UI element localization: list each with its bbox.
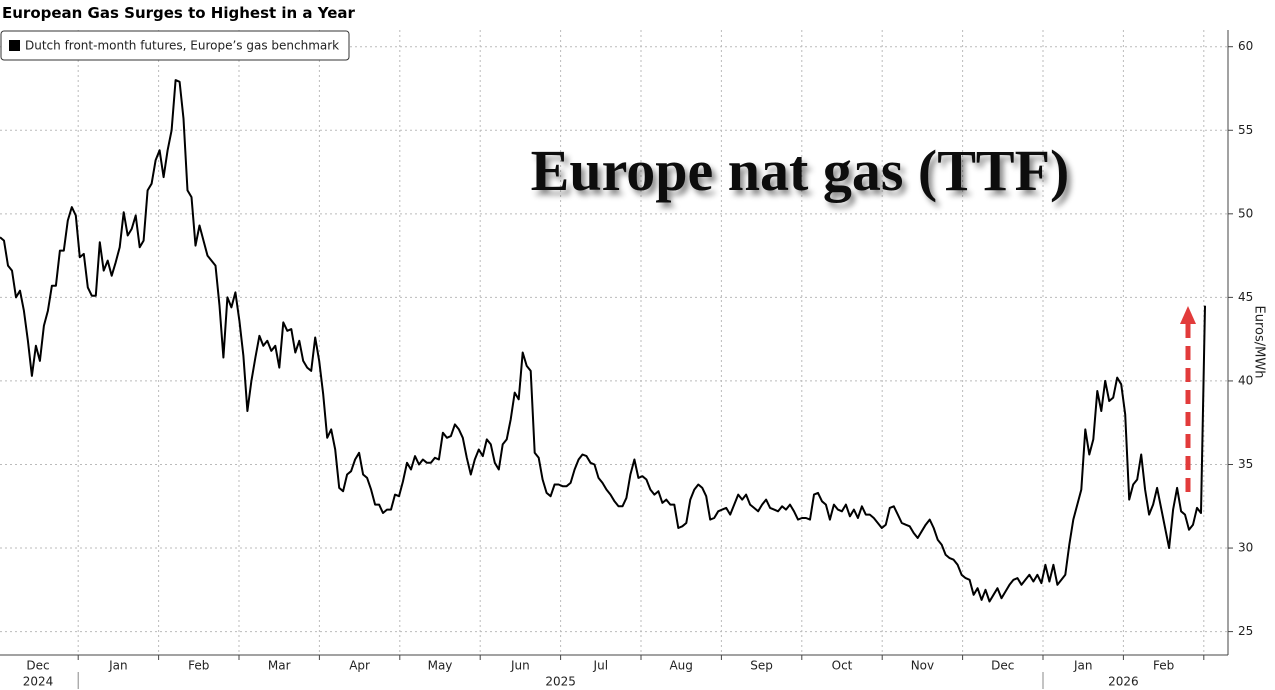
legend: Dutch front-month futures, Europe’s gas … (0, 30, 350, 61)
x-tick-label: Dec (26, 659, 49, 673)
y-tick-label: 25 (1238, 624, 1253, 638)
y-tick-label: 55 (1238, 123, 1253, 137)
legend-box (0, 30, 350, 61)
arrow (1180, 306, 1196, 492)
grid (0, 30, 1228, 655)
x-tick-label: May (428, 659, 453, 673)
x-tick-label: Jun (510, 659, 530, 673)
plot-area (0, 79, 1206, 603)
year-label: 2026 (1108, 675, 1139, 689)
x-tick-label: Nov (911, 659, 934, 673)
x-tick-label: Apr (349, 659, 370, 673)
line-series (0, 79, 1206, 603)
x-tick-label: Jul (593, 659, 608, 673)
x-tick-label: Jan (108, 659, 128, 673)
x-tick-label: Feb (1153, 659, 1174, 673)
y-axis-label: Euros/MWh (1252, 306, 1267, 379)
x-tick-label: Aug (669, 659, 692, 673)
x-tick-label: Sep (750, 659, 773, 673)
y-tick-label: 60 (1238, 39, 1253, 53)
legend-swatch (9, 40, 20, 51)
x-tick-label: Mar (268, 659, 291, 673)
y-tick-label: 50 (1238, 206, 1253, 220)
arrow-head (1180, 306, 1196, 324)
x-tick-label: Jan (1073, 659, 1093, 673)
y-tick-label: 40 (1238, 373, 1253, 387)
year-label: 2024 (23, 675, 54, 689)
chart-title: European Gas Surges to Highest in a Year (2, 4, 356, 22)
x-tick-label: Oct (832, 659, 853, 673)
y-tick-label: 35 (1238, 457, 1253, 471)
y-tick-label: 30 (1238, 541, 1253, 555)
year-label: 2025 (545, 675, 576, 689)
x-tick-label: Dec (991, 659, 1014, 673)
y-tick-label: 45 (1238, 290, 1253, 304)
annotation: Europe nat gas (TTF) (531, 138, 1070, 203)
x-tick-label: Feb (188, 659, 209, 673)
legend-label: Dutch front-month futures, Europe’s gas … (25, 39, 339, 53)
